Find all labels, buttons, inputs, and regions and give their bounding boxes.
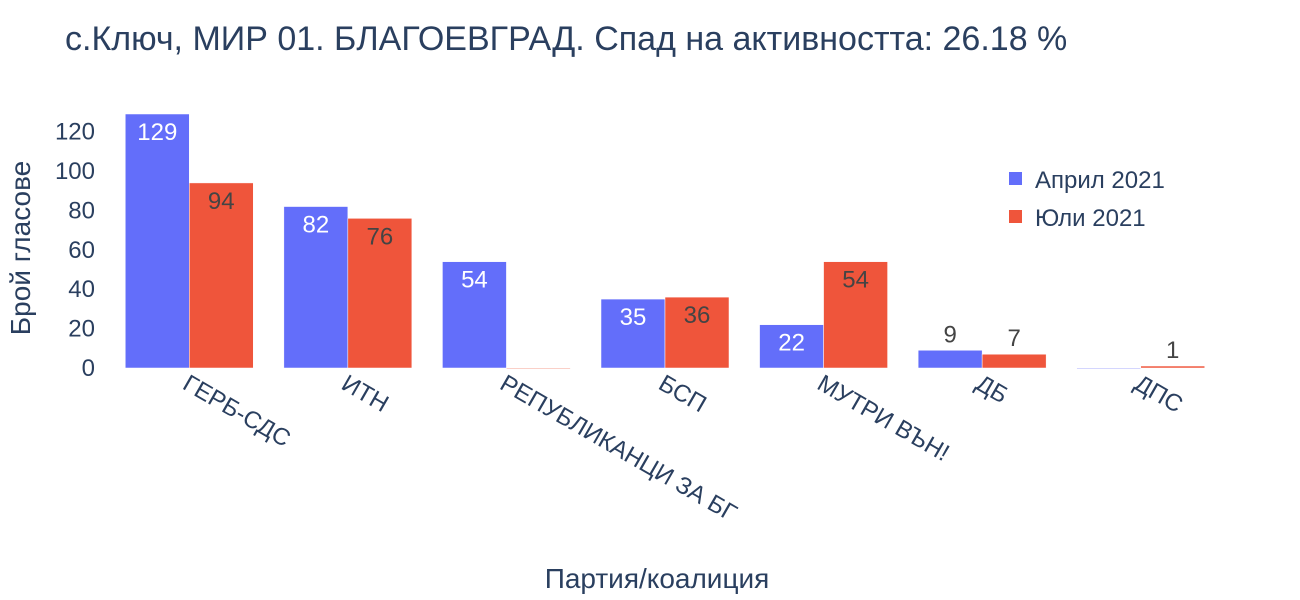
bar-july[interactable]: [347, 218, 413, 369]
bar-april[interactable]: [917, 350, 983, 369]
bar-july[interactable]: [506, 367, 571, 370]
bar-april[interactable]: [442, 261, 507, 369]
x-axis-title: Партия/коалиция: [545, 563, 770, 594]
bar-value-label: 7: [1007, 325, 1020, 352]
y-tick-label: 40: [68, 276, 95, 303]
bar-value-label: 94: [208, 188, 235, 215]
bar-value-label: 129: [137, 119, 177, 146]
bar-value-label: 22: [778, 330, 805, 357]
x-tick-label: МУТРИ ВЪН!: [813, 370, 954, 467]
chart-title: с.Ключ, МИР 01. БЛАГОЕВГРАД. Спад на акт…: [65, 20, 1067, 58]
bar-value-label: 36: [684, 302, 711, 329]
bar-july[interactable]: [981, 353, 1047, 369]
bar-july[interactable]: [1140, 365, 1205, 369]
x-tick-label: ДБ: [971, 370, 1012, 409]
y-tick-label: 0: [82, 355, 95, 382]
bar-april[interactable]: [283, 206, 349, 369]
x-tick-label: ИТН: [337, 370, 393, 418]
x-tick-label: ГЕРБ-СДС: [178, 370, 295, 453]
bar-april[interactable]: [759, 324, 824, 369]
legend-label[interactable]: Юли 2021: [1035, 205, 1146, 232]
bar-value-labels: 129 94 82 76 54 35 36 22 54 9 7 1: [137, 119, 1179, 364]
y-tick-label: 120: [55, 119, 95, 146]
legend-label[interactable]: Април 2021: [1035, 167, 1165, 194]
y-tick-label: 100: [55, 158, 95, 185]
bar-july[interactable]: [823, 261, 888, 369]
y-axis-ticks: 0 20 40 60 80 100 120: [55, 119, 95, 382]
x-tick-label: БСП: [654, 370, 711, 418]
bar-value-label: 82: [303, 212, 330, 239]
bar-april[interactable]: [600, 298, 666, 369]
y-tick-label: 60: [68, 237, 95, 264]
legend-swatch[interactable]: [1009, 172, 1022, 185]
bar-value-label: 1: [1166, 337, 1179, 364]
bar-april[interactable]: [1076, 367, 1141, 370]
y-axis-title: Брой гласове: [5, 161, 36, 335]
bar-value-label: 9: [943, 321, 956, 348]
bar-value-label: 35: [620, 304, 647, 331]
legend-swatch[interactable]: [1009, 210, 1022, 223]
y-tick-label: 80: [68, 197, 95, 224]
bar-july[interactable]: [664, 296, 730, 369]
bar-april[interactable]: [125, 113, 190, 369]
y-tick-label: 20: [68, 316, 95, 343]
bar-value-label: 54: [842, 267, 869, 294]
x-tick-label: ДПС: [1130, 370, 1188, 419]
bar-value-label: 54: [461, 267, 488, 294]
legend[interactable]: Април 2021 Юли 2021: [1009, 167, 1165, 232]
bar-value-label: 76: [367, 223, 394, 250]
bar-july[interactable]: [189, 182, 254, 369]
bars: [125, 113, 1205, 370]
